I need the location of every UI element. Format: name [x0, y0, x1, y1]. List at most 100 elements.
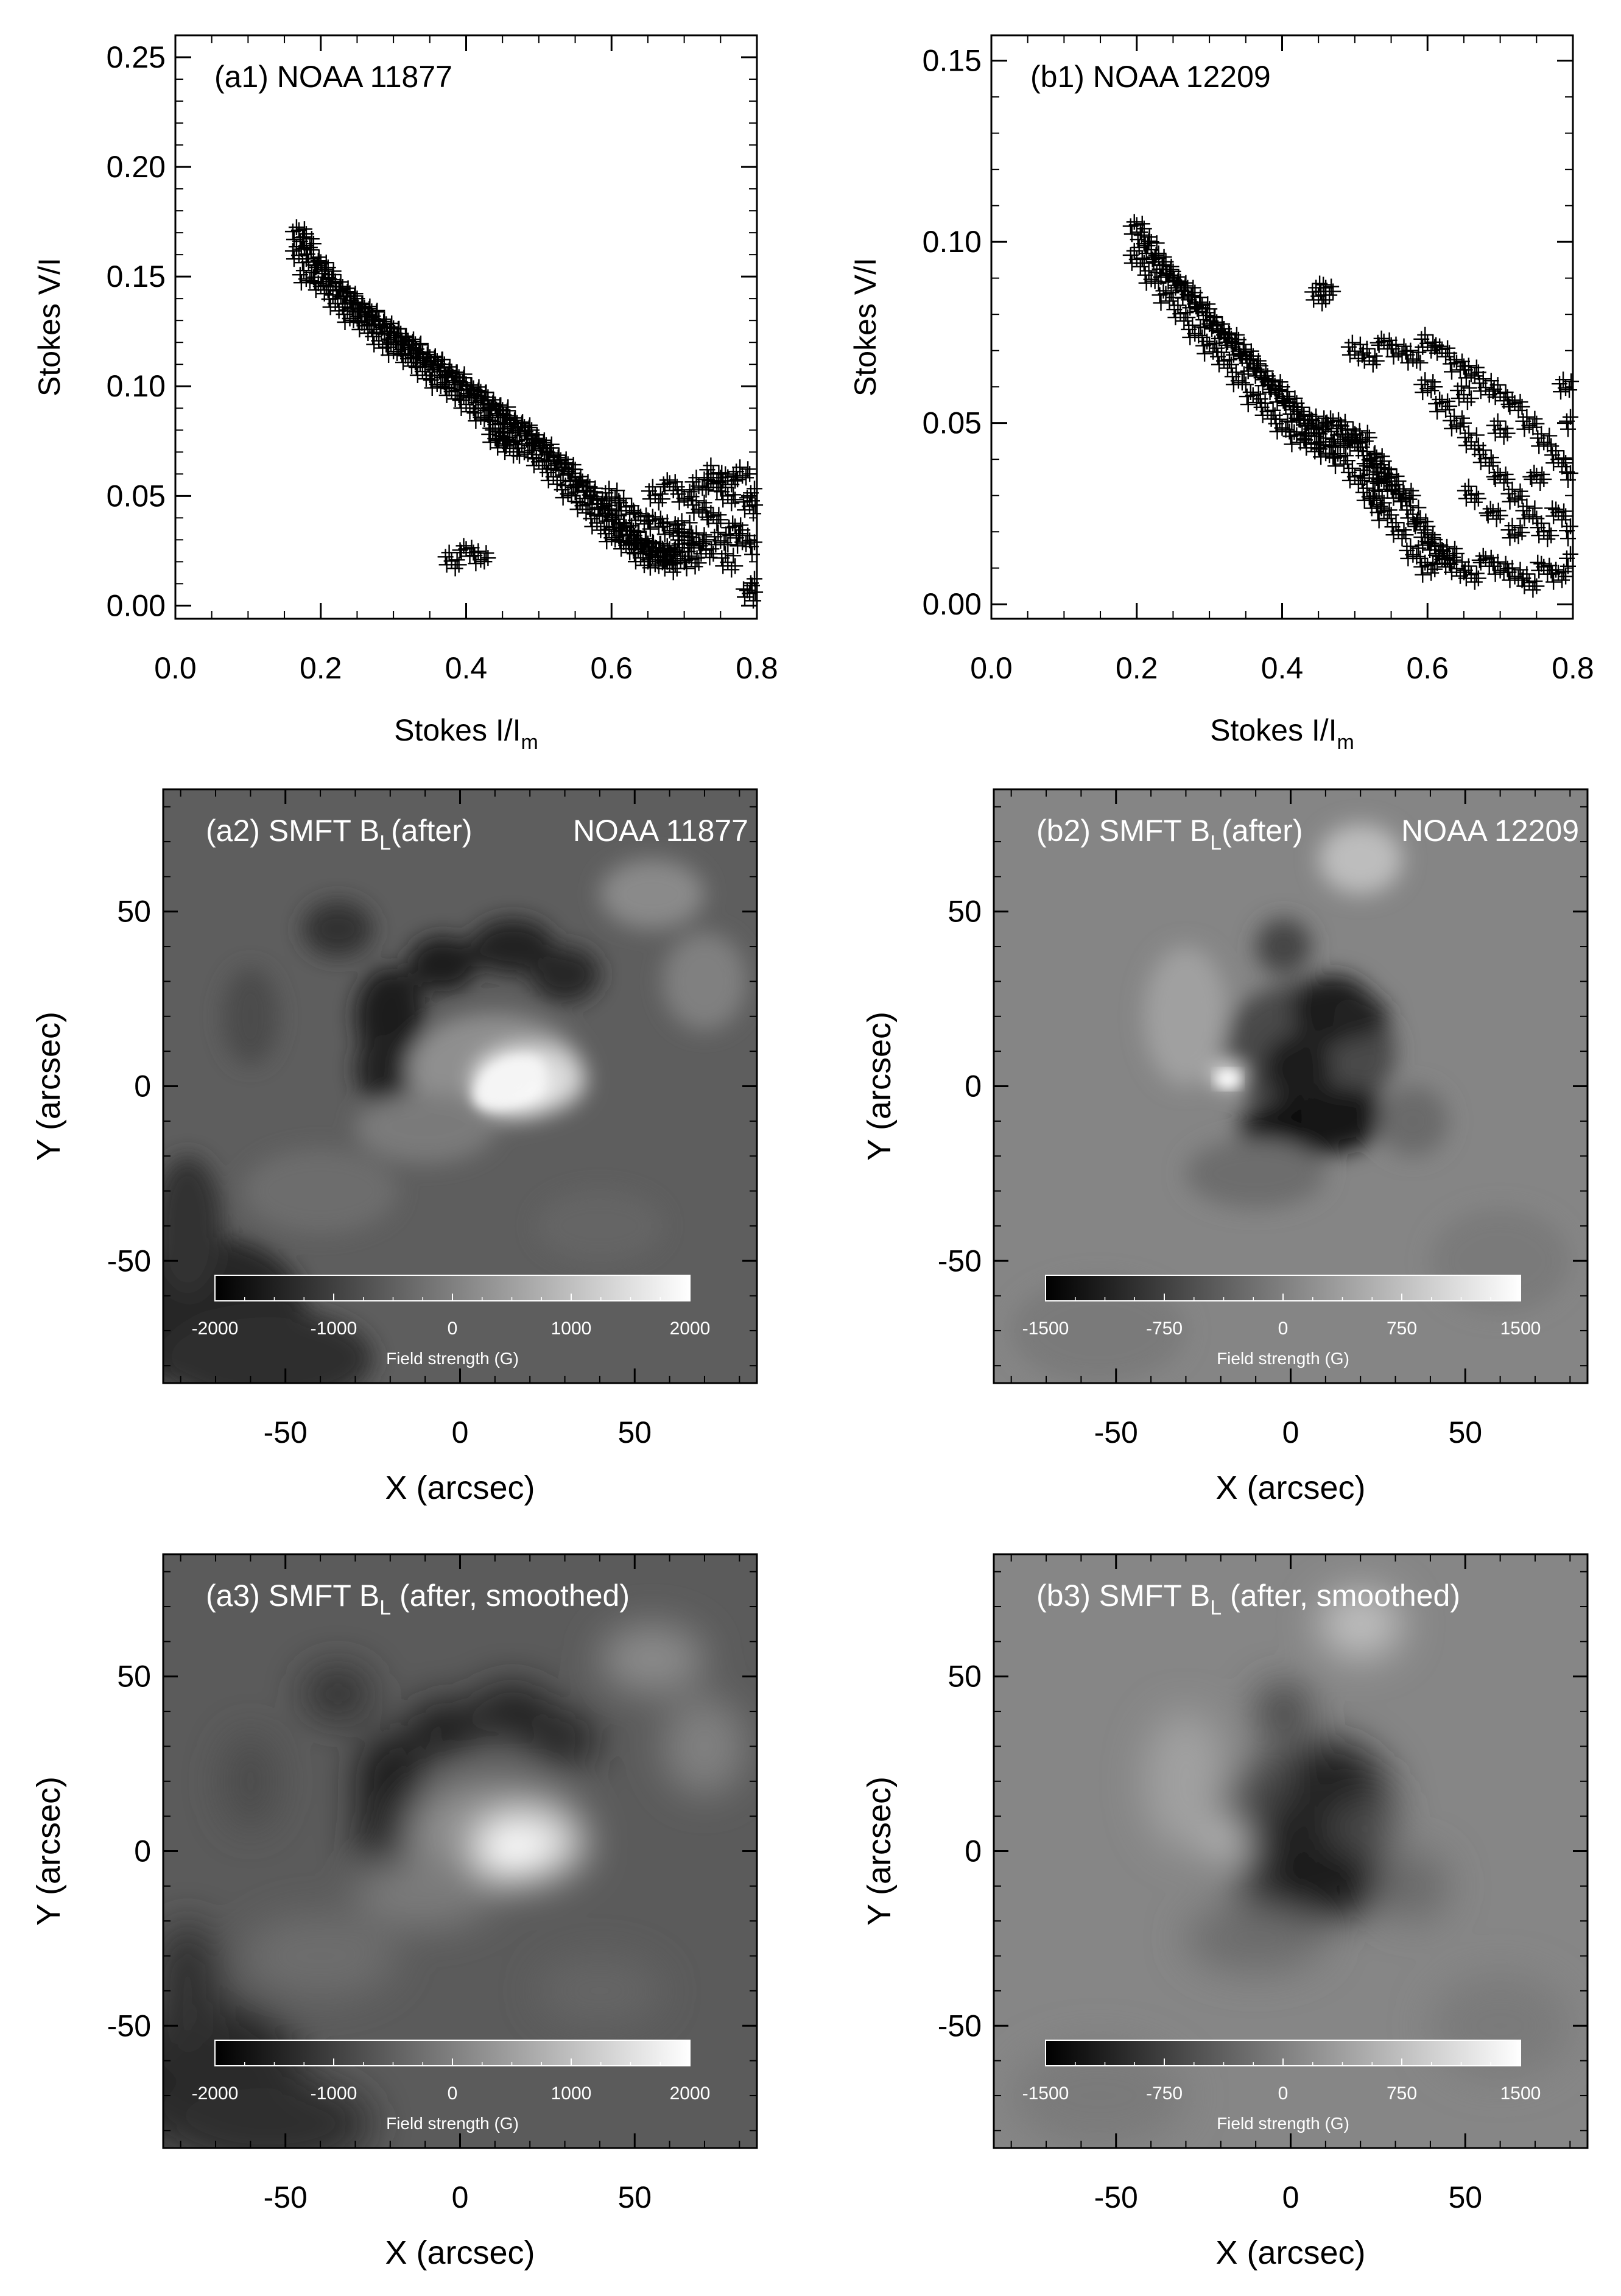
data-point — [1446, 552, 1462, 568]
y-tick-label: -50 — [107, 1244, 151, 1278]
data-point — [1545, 574, 1562, 590]
data-point — [1365, 356, 1381, 373]
y-tick-label: 0.25 — [107, 40, 166, 74]
data-point — [412, 337, 428, 353]
field-region — [1186, 1138, 1326, 1209]
data-point — [1301, 428, 1317, 444]
data-point — [1371, 512, 1387, 529]
x-tick-label: 50 — [1448, 1415, 1482, 1449]
data-point — [1489, 464, 1506, 481]
x-axis-label-sub: m — [1337, 731, 1354, 754]
data-point — [1530, 554, 1546, 571]
data-point — [463, 390, 480, 406]
data-point — [1561, 382, 1578, 398]
data-point — [1314, 295, 1331, 312]
data-point — [612, 533, 628, 549]
y-tick-label: 0 — [965, 1834, 982, 1868]
data-point — [1373, 330, 1390, 347]
field-region — [163, 1309, 373, 1383]
field-region — [407, 935, 478, 992]
data-point — [654, 491, 670, 507]
data-point — [1176, 313, 1192, 329]
data-point — [1275, 392, 1292, 409]
panel-region-label: NOAA 12209 — [1401, 814, 1579, 848]
data-point — [1293, 399, 1310, 415]
y-tick-label: 0.10 — [923, 225, 982, 259]
y-axis-label: Stokes V/I — [32, 258, 66, 396]
data-point — [1536, 471, 1552, 487]
data-point — [503, 417, 519, 433]
data-point — [1321, 287, 1338, 303]
data-point — [1348, 427, 1364, 443]
data-point — [1533, 515, 1550, 532]
data-point — [474, 389, 490, 405]
data-point — [1231, 345, 1248, 362]
data-point — [401, 338, 417, 354]
data-point — [656, 526, 673, 543]
data-point — [1560, 558, 1576, 574]
data-point — [736, 581, 752, 597]
data-point — [365, 308, 381, 325]
data-point — [550, 462, 567, 478]
data-point — [1525, 509, 1541, 525]
colorbar-tick-label: 0 — [1278, 2083, 1289, 2104]
data-point — [1471, 552, 1488, 568]
data-point — [1368, 470, 1385, 486]
field-region — [1332, 1760, 1389, 1803]
data-point — [1460, 478, 1477, 495]
data-point — [716, 535, 733, 551]
field-region — [1318, 824, 1403, 895]
data-point — [1402, 342, 1419, 359]
data-point — [747, 584, 764, 600]
data-point — [1452, 418, 1468, 435]
data-point — [1271, 382, 1288, 398]
data-point — [1496, 474, 1512, 491]
data-point — [1268, 386, 1284, 403]
data-point — [1344, 460, 1360, 476]
data-point — [644, 548, 661, 564]
data-point — [642, 521, 658, 537]
data-point — [1544, 500, 1561, 516]
data-point — [292, 267, 308, 283]
panel-region-label: NOAA 11877 — [573, 814, 748, 848]
data-point — [739, 582, 756, 599]
data-point — [1308, 408, 1324, 424]
data-point — [1351, 423, 1368, 439]
y-tick-label: 0.00 — [107, 588, 166, 622]
field-region — [663, 932, 747, 1030]
data-point — [1399, 502, 1415, 518]
data-point — [496, 436, 512, 453]
x-tick-label: -50 — [1094, 1415, 1138, 1449]
data-point — [717, 546, 734, 562]
data-point — [1319, 414, 1335, 431]
data-point — [1393, 493, 1409, 509]
x-tick-label: 50 — [1448, 2180, 1482, 2214]
data-point — [1522, 468, 1539, 485]
data-point — [686, 505, 702, 521]
data-point — [1457, 562, 1473, 579]
data-point — [1558, 508, 1574, 524]
data-point — [1514, 524, 1530, 541]
x-axis-label: X (arcsec) — [385, 2234, 535, 2271]
data-point — [1471, 375, 1488, 392]
data-point — [1417, 554, 1433, 571]
data-point — [652, 535, 668, 552]
data-point — [381, 347, 397, 364]
x-tick-label: 0 — [452, 2180, 469, 2214]
data-point — [709, 515, 725, 532]
data-point — [1286, 424, 1303, 440]
data-point — [1514, 488, 1530, 504]
data-point — [1439, 538, 1455, 555]
data-point — [514, 415, 530, 432]
data-point — [1181, 292, 1197, 308]
data-point — [641, 483, 657, 499]
data-point — [1457, 482, 1473, 499]
data-point — [1234, 375, 1250, 391]
data-point — [1399, 347, 1415, 363]
data-point — [1405, 487, 1421, 504]
data-point — [568, 476, 585, 493]
data-point — [1315, 437, 1332, 453]
data-point — [1502, 530, 1518, 546]
data-point — [284, 243, 301, 259]
data-point — [408, 341, 424, 357]
